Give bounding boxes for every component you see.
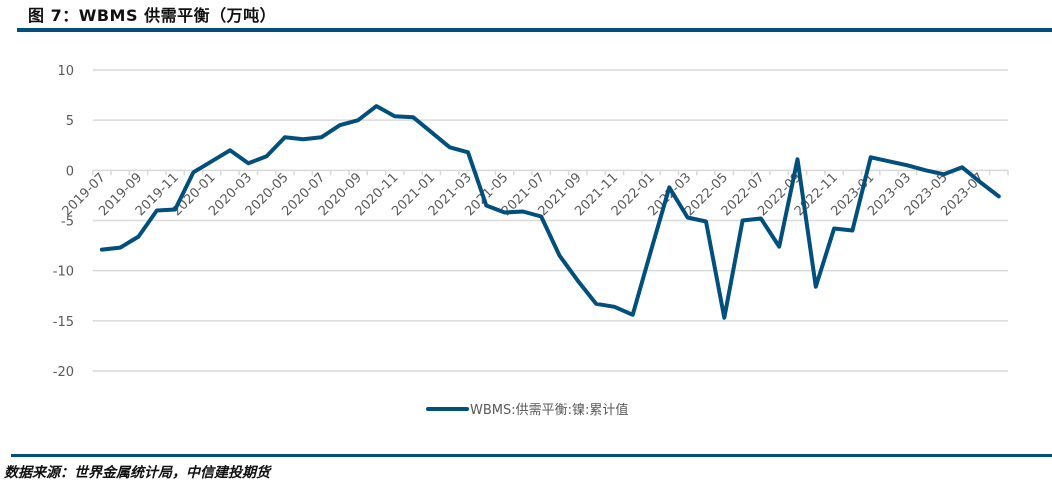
y-tick-label: -20 [53, 365, 74, 380]
legend-label: WBMS:供需平衡:镍:累计值 [470, 402, 628, 418]
y-tick-label: 0 [66, 164, 74, 179]
legend: WBMS:供需平衡:镍:累计值 [426, 402, 628, 418]
figure-title: 图 7：WBMS 供需平衡（万吨） [28, 6, 277, 25]
source-note: 数据来源：世界金属统计局，中信建投期货 [4, 465, 270, 481]
y-axis-ticks: 10 5 0 -5 -10 -15 -20 [53, 64, 74, 380]
series-line [99, 104, 1001, 320]
y-tick-label: -10 [53, 265, 74, 280]
y-tick-label: -5 [61, 215, 74, 230]
y-tick-label: -15 [53, 315, 74, 330]
series-layer [99, 104, 1001, 320]
gridlines [92, 69, 1008, 372]
y-tick-label: 5 [66, 114, 74, 129]
y-tick-label: 10 [57, 64, 74, 79]
title-divider [17, 28, 1052, 32]
source-divider [11, 454, 1052, 457]
